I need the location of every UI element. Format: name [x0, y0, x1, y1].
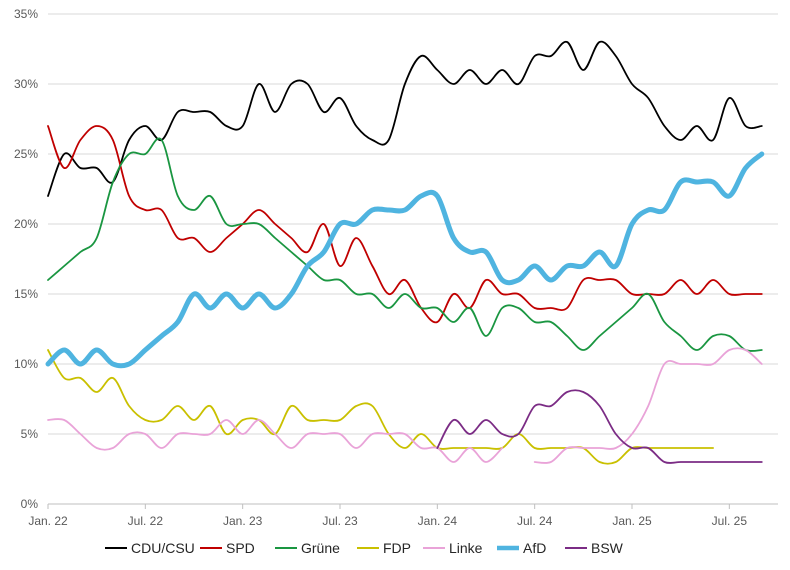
series-lines [48, 42, 762, 464]
x-tick-label: Jul. 24 [517, 514, 553, 528]
y-axis: 0% 5% 10% 15% 20% 25% 30% 35% [14, 7, 38, 511]
legend-label-spd: SPD [226, 540, 255, 556]
y-tick-label: 5% [21, 427, 39, 441]
series-line-afd [48, 154, 762, 366]
y-tick-label: 20% [14, 217, 38, 231]
line-chart: 0%5%10%15%20%25%30%35% Jan. 22 Jul. 22 Jan… [0, 0, 790, 570]
series-line-bsw [437, 390, 761, 463]
legend-label-fdp: FDP [383, 540, 411, 556]
x-tick-label: Jan. 24 [418, 514, 458, 528]
legend-label-cdu-csu: CDU/CSU [131, 540, 195, 556]
x-tick-label: Jul. 23 [322, 514, 358, 528]
x-tick-label: Jul. 25 [712, 514, 748, 528]
series-line-cdu-csu [48, 42, 762, 196]
y-tick-label: 0% [21, 497, 39, 511]
series-line-gr-ne [48, 138, 762, 351]
x-axis: Jan. 22 Jul. 22 Jan. 23 Jul. 23 Jan. 24 Jul. … [28, 504, 747, 528]
y-tick-label: 30% [14, 77, 38, 91]
y-tick-label: 10% [14, 357, 38, 371]
x-tick-label: Jan. 22 [28, 514, 68, 528]
y-tick-label: 35% [14, 7, 38, 21]
series-line-linke [535, 348, 762, 463]
y-tick-label: 15% [14, 287, 38, 301]
legend-label-bsw: BSW [591, 540, 624, 556]
legend-label-gr-ne: Grüne [301, 540, 340, 556]
x-tick-label: Jul. 22 [128, 514, 164, 528]
x-tick-label: Jan. 25 [612, 514, 652, 528]
gridlines [48, 14, 778, 504]
legend: CDU/CSU SPD Grüne FDP Linke AfD BSW [105, 540, 624, 556]
x-tick-label: Jan. 23 [223, 514, 263, 528]
y-tick-label: 25% [14, 147, 38, 161]
legend-label-linke: Linke [449, 540, 483, 556]
series-line-linke [48, 419, 502, 462]
series-line-fdp [48, 350, 713, 464]
legend-label-afd: AfD [523, 540, 546, 556]
